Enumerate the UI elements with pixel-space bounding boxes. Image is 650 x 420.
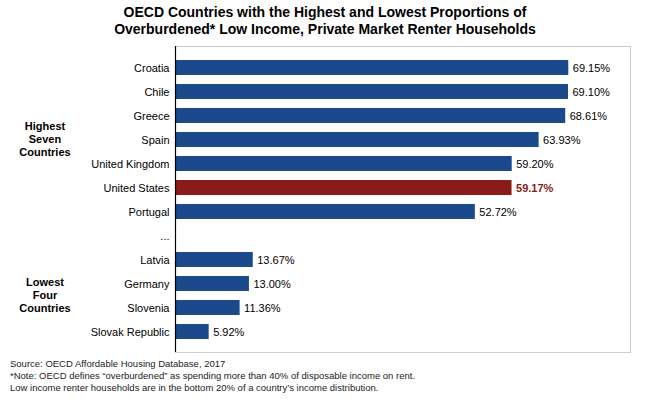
svg-text:HighestSevenCountries: HighestSevenCountries <box>19 119 70 157</box>
svg-text:...: ... <box>160 230 169 242</box>
svg-text:68.61%: 68.61% <box>570 110 608 122</box>
svg-text:13.00%: 13.00% <box>253 278 291 290</box>
svg-text:59.20%: 59.20% <box>516 158 554 170</box>
svg-text:52.72%: 52.72% <box>479 206 517 218</box>
svg-text:Greece: Greece <box>133 110 169 122</box>
svg-text:Latvia: Latvia <box>140 254 170 266</box>
svg-text:13.67%: 13.67% <box>257 254 295 266</box>
svg-text:Germany: Germany <box>124 278 170 290</box>
svg-text:11.36%: 11.36% <box>244 302 281 314</box>
svg-text:59.17%: 59.17% <box>516 182 554 194</box>
html-text:Source: OECD Affordable Housin: Source: OECD Affordable Housing Database… <box>10 358 415 393</box>
svg-text:69.10%: 69.10% <box>573 86 611 98</box>
svg-text:Portugal: Portugal <box>129 206 170 218</box>
svg-text:Slovenia: Slovenia <box>127 302 170 314</box>
svg-text:Spain: Spain <box>141 134 169 146</box>
svg-text:United Kingdom: United Kingdom <box>91 158 169 170</box>
svg-text:Croatia: Croatia <box>134 62 170 74</box>
svg-text:69.15%: 69.15% <box>573 62 611 74</box>
svg-text:Slovak Republic: Slovak Republic <box>91 326 170 338</box>
svg-text:Chile: Chile <box>144 86 169 98</box>
svg-text:United States: United States <box>103 182 170 194</box>
svg-text:LowestFourCountries: LowestFourCountries <box>19 275 70 313</box>
svg-text:63.93%: 63.93% <box>543 134 581 146</box>
html-text:OECD Countries with the Highes: OECD Countries with the Highest and Lowe… <box>114 4 536 37</box>
svg-text:5.92%: 5.92% <box>213 326 244 338</box>
